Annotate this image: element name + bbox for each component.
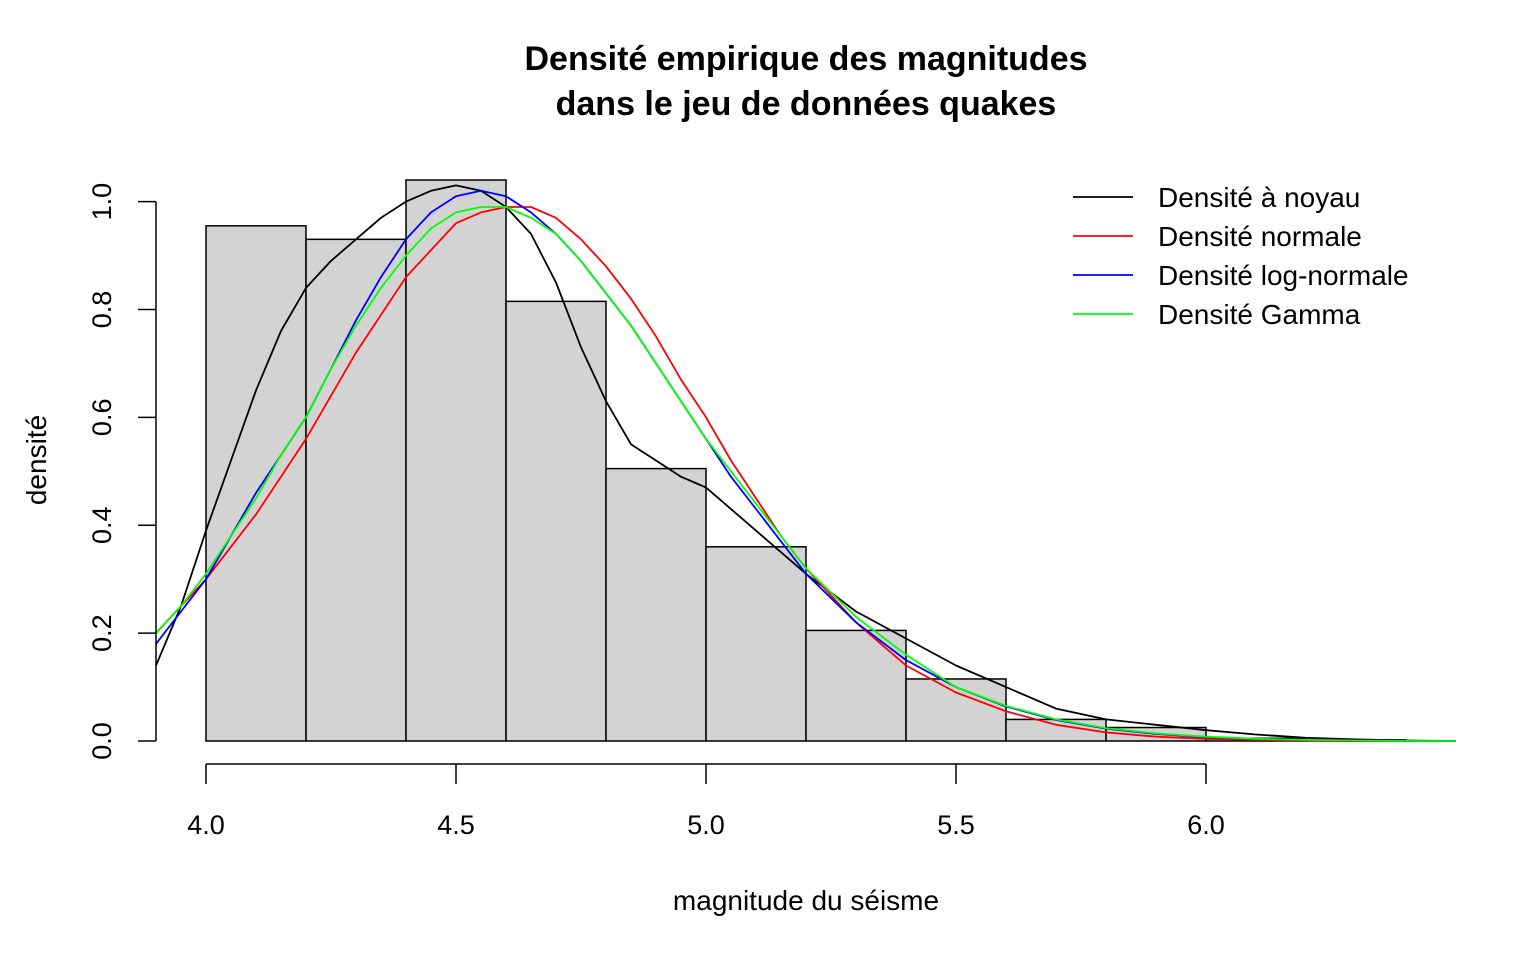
legend: Densité à noyau Densité normale Densité lo… (1073, 182, 1409, 330)
legend-label-0: Densité à noyau (1158, 182, 1360, 213)
y-tick-label-0: 0.0 (87, 722, 117, 760)
histogram-bars (205, 179, 1407, 742)
legend-label-3: Densité Gamma (1158, 299, 1361, 330)
y-tick-label-4: 0.8 (87, 291, 117, 329)
x-axis-label: magnitude du séisme (673, 885, 939, 916)
y-axis: 0.0 0.2 0.4 0.6 0.8 1.0 (87, 183, 157, 760)
x-axis: 4.0 4.5 5.0 5.5 6.0 (187, 763, 1225, 840)
chart-title-line-1: Densité empirique des magnitudes (524, 40, 1087, 78)
x-tick-label-4: 6.0 (1187, 810, 1225, 840)
x-tick-label-3: 5.5 (937, 810, 975, 840)
y-tick-label-1: 0.2 (87, 614, 117, 652)
histogram-bar-6 (805, 629, 907, 742)
y-tick-label-3: 0.6 (87, 399, 117, 437)
histogram-bar-1 (305, 238, 407, 742)
histogram-bar-3 (505, 300, 607, 742)
density-curves (155, 184, 1457, 742)
legend-label-1: Densité normale (1158, 221, 1362, 252)
histogram-bar-2 (405, 179, 507, 742)
chart-title-line-2: dans le jeu de données quakes (556, 85, 1057, 123)
histogram-bar-7 (905, 678, 1007, 742)
legend-label-2: Densité log-normale (1158, 260, 1409, 291)
y-tick-label-5: 1.0 (87, 183, 117, 221)
series-line-1 (155, 206, 1456, 742)
x-tick-label-2: 5.0 (687, 810, 725, 840)
y-tick-label-2: 0.4 (87, 506, 117, 544)
histogram-bar-4 (605, 467, 707, 742)
histogram-bar-5 (705, 546, 807, 742)
x-tick-label-1: 4.5 (437, 810, 475, 840)
series-line-0 (155, 184, 1457, 742)
series-line-3 (155, 206, 1456, 742)
histogram-bar-0 (205, 225, 307, 742)
y-axis-label: densité (21, 415, 52, 505)
x-tick-label-0: 4.0 (187, 810, 225, 840)
